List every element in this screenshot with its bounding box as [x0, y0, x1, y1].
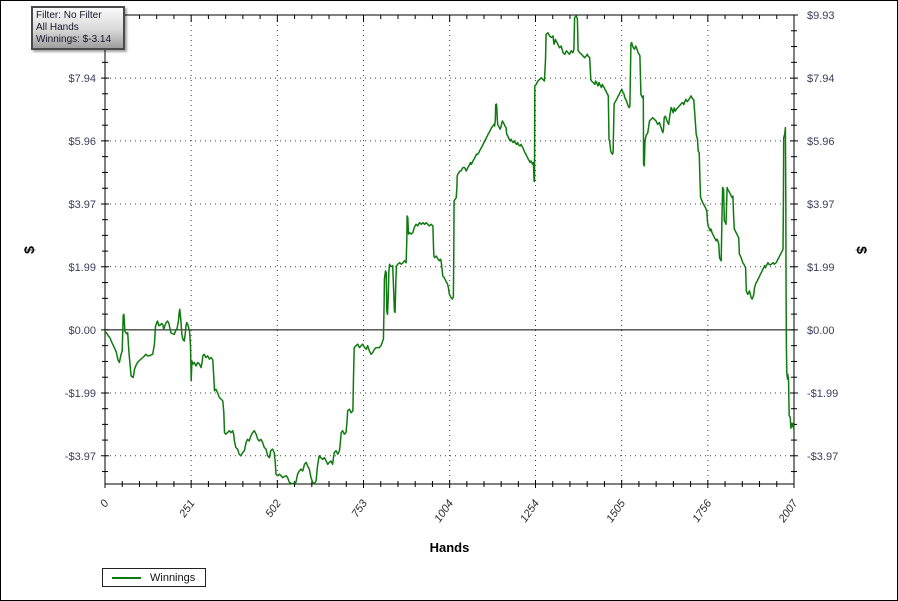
- winnings-total-label: Winnings: $-3.14: [36, 34, 112, 45]
- y-tick-label-right: $0.00: [807, 325, 835, 337]
- y-tick-label-left: -$1.99: [65, 388, 96, 400]
- x-tick-label: 1254: [518, 498, 542, 525]
- filter-label: Filter: No Filter: [36, 10, 102, 21]
- x-tick-label: 1505: [604, 497, 628, 525]
- legend-label: Winnings: [150, 571, 196, 584]
- x-tick-label: 0: [98, 497, 112, 510]
- legend[interactable]: Winnings: [102, 568, 206, 587]
- y-tick-label-right: $3.97: [807, 199, 835, 211]
- y-axis-title-left: $: [21, 246, 37, 254]
- y-tick-label-right: -$3.97: [807, 451, 838, 463]
- y-tick-label-left: $7.94: [68, 73, 96, 85]
- y-tick-label-left: $3.97: [68, 199, 96, 211]
- filter-info-box: Filter: No Filter All Hands Winnings: $-…: [31, 6, 125, 50]
- y-tick-label-right: $1.99: [807, 262, 835, 274]
- winnings-line: [104, 15, 795, 485]
- x-tick-label: 1004: [432, 498, 456, 525]
- y-tick-label-left: $0.00: [68, 325, 96, 337]
- y-tick-label-left: -$3.97: [65, 451, 96, 463]
- x-tick-label: 251: [177, 498, 198, 521]
- x-axis-title: Hands: [429, 540, 470, 555]
- x-tick-label: 753: [350, 497, 371, 520]
- y-tick-label-left: $1.99: [68, 262, 96, 274]
- y-tick-label-right: -$1.99: [807, 388, 838, 400]
- x-tick-label: 502: [263, 498, 283, 520]
- x-tick-label: 1756: [690, 497, 714, 525]
- y-axis-title-right: $: [854, 246, 870, 254]
- y-tick-label-right: $7.94: [807, 73, 835, 85]
- hands-scope-label: All Hands: [36, 22, 79, 33]
- winnings-line-swatch: [112, 576, 141, 579]
- y-tick-label-right: $5.96: [807, 136, 835, 148]
- y-tick-label-left: $5.96: [68, 136, 96, 148]
- x-tick-label: 2007: [776, 497, 801, 525]
- y-tick-label-right: $9.93: [807, 10, 835, 22]
